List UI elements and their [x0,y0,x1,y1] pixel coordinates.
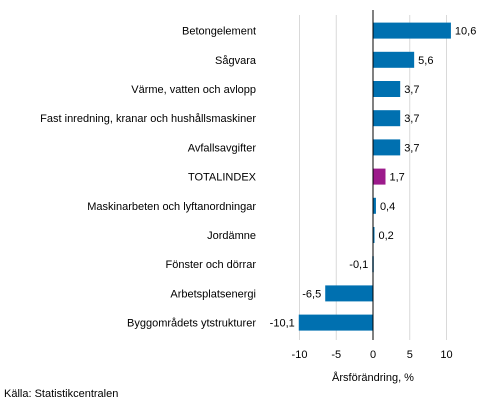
value-label: 5,6 [418,55,433,67]
x-axis-title: Årsförändring, % [332,371,414,384]
bar [373,22,451,39]
value-label: 10,6 [455,26,476,38]
bar [373,110,401,127]
category-label: Maskinarbeten och lyftanordningar [87,201,256,213]
bar [373,227,375,243]
value-label: 0,4 [380,201,395,213]
bar [325,285,373,302]
source-note: Källa: Statistikcentralen [4,388,119,400]
value-label: -10,1 [270,318,295,330]
category-label: Byggområdets ytstrukturer [127,318,256,330]
value-label: 3,7 [404,84,419,96]
x-tick-label: 10 [440,349,452,361]
bar [373,51,415,68]
category-label: Avfallsavgifter [188,142,257,154]
x-tick-label: -10 [292,349,308,361]
category-label: TOTALINDEX [188,172,257,184]
value-label: -0,1 [349,259,368,271]
value-label: 3,7 [404,113,419,125]
category-label: Jordämne [207,230,256,242]
x-tick-label: -5 [331,349,341,361]
bar [373,139,401,156]
value-label: 0,2 [378,230,393,242]
bar [373,168,386,185]
value-label: 3,7 [404,142,419,154]
x-tick-label: 0 [370,349,376,361]
category-label: Fönster och dörrar [166,259,257,271]
category-label: Betongelement [182,26,256,38]
category-label: Fast inredning, kranar och hushållsmaski… [40,113,256,125]
bar [298,314,373,331]
x-tick-label: 5 [407,349,413,361]
category-label: Värme, vatten och avlopp [131,84,256,96]
category-label: Sågvara [215,55,257,67]
value-label: -6,5 [302,288,321,300]
bar [373,197,376,214]
value-label: 1,7 [389,172,404,184]
bar [373,81,401,97]
category-label: Arbetsplatsenergi [170,288,256,300]
